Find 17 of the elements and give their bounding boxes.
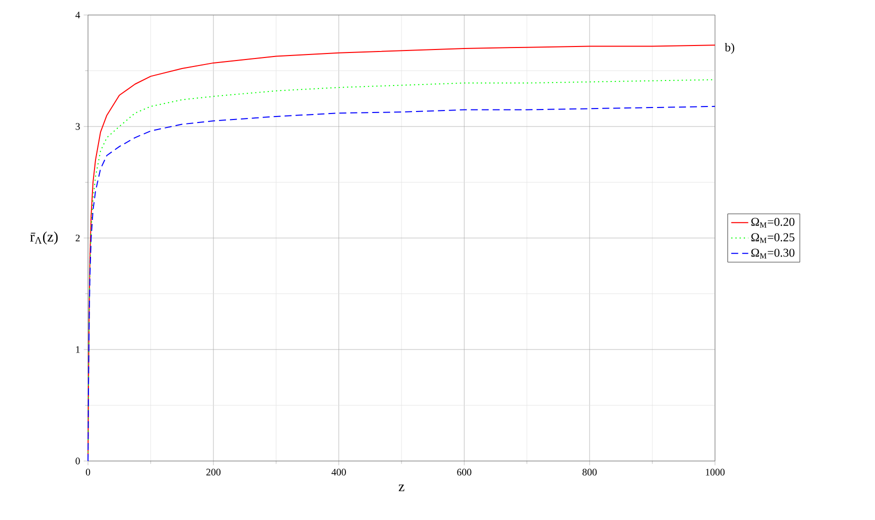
x-tick-label: 0 [86,468,90,476]
text: b) [724,43,734,54]
legend-label: Ω$_{M}$=0.25 [751,233,794,244]
y-tick-label: 4 [75,12,80,18]
x-axis-title: z [398,484,404,492]
legend-label: Ω$_{M}$=0.20 [751,218,794,228]
x-tick-label: 400 [332,468,346,476]
y-axis-title: r̄$_{Λ}$(z) [30,231,58,244]
x-tick-label: 200 [206,468,220,476]
y-tick-label: 2 [76,234,80,242]
x-tick-label: 600 [457,468,472,476]
y-tick-label: 1 [76,346,80,353]
y-tick-label: 3 [76,123,80,130]
x-tick-label: 1000 [706,468,725,476]
y-tick-label: 0 [76,458,80,464]
legend-label: Ω$_{M}$=0.30 [751,248,794,258]
x-tick-label: 800 [582,468,597,476]
